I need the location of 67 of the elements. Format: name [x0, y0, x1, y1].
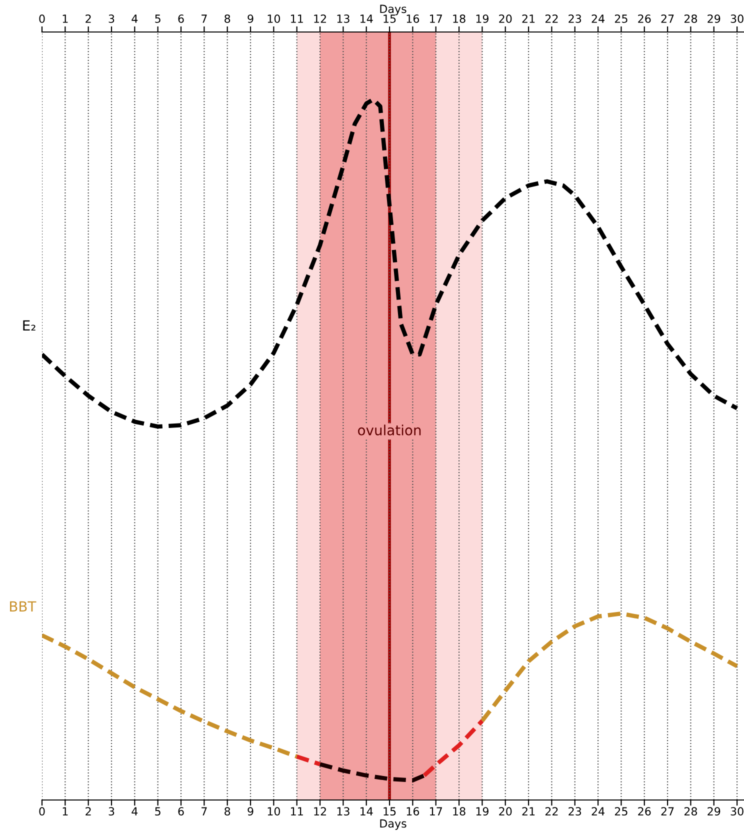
x-tick-label: 11	[291, 807, 303, 816]
x-tick-label: 17	[430, 807, 442, 816]
x2-tick-label: 9	[248, 14, 254, 23]
x2-tick-label: 21	[522, 14, 535, 23]
x2-tick-label: 1	[62, 14, 68, 23]
x-tick-label: 8	[224, 807, 230, 816]
x2-tick-label: 17	[430, 14, 442, 23]
x2-tick-label: 27	[661, 14, 674, 23]
x-axis-title: Days	[380, 819, 406, 830]
x2-axis-title: Days	[380, 4, 406, 16]
x2-tick-label: 28	[684, 14, 698, 23]
x2-tick-label: 3	[108, 14, 114, 23]
x2-tick-label: 19	[476, 14, 488, 23]
x2-tick-label: 6	[178, 14, 184, 23]
x2-tick-label: 12	[314, 14, 326, 23]
x2-tick-label: 2	[86, 14, 91, 23]
x-tick-label: 13	[337, 807, 350, 816]
x2-tick-label: 15	[384, 14, 396, 23]
x-tick-label: 23	[568, 807, 582, 816]
x2-tick-label: 11	[291, 14, 303, 23]
x2-tick-label: 7	[202, 14, 207, 23]
x-tick-label: 1	[62, 807, 68, 816]
series-label: E₂	[23, 320, 36, 331]
x-tick-label: 22	[545, 807, 558, 816]
series-label: BBT	[10, 601, 36, 612]
x-tick-label: 16	[406, 807, 420, 816]
x-tick-label: 20	[499, 807, 512, 816]
x-tick-label: 5	[155, 807, 160, 816]
x-tick-label: 6	[178, 807, 184, 816]
x2-tick-label: 14	[360, 14, 373, 23]
x2-tick-label: 20	[499, 14, 512, 23]
x-tick-label: 10	[268, 807, 280, 816]
x2-tick-label: 4	[132, 14, 138, 23]
x2-tick-label: 10	[268, 14, 280, 23]
x-tick-label: 26	[638, 807, 651, 816]
x-tick-label: 3	[108, 807, 114, 816]
ref-line-label: ovulation	[358, 424, 421, 436]
x-tick-label: 27	[661, 807, 674, 816]
x-tick-label: 14	[360, 807, 373, 816]
x2-tick-label: 16	[406, 14, 420, 23]
x-tick-label: 0	[39, 807, 45, 816]
x2-tick-label: 24	[592, 14, 604, 23]
x-tick-label: 7	[202, 807, 207, 816]
x2-tick-label: 25	[614, 14, 628, 23]
x2-tick-label: 13	[337, 14, 350, 23]
x2-tick-label: 22	[545, 14, 558, 23]
x2-tick-label: 8	[224, 14, 230, 23]
x-tick-label: 9	[248, 807, 254, 816]
x2-tick-label: 30	[730, 14, 744, 23]
x-tick-label: 29	[708, 807, 720, 816]
x2-tick-label: 23	[568, 14, 582, 23]
x2-tick-label: 0	[39, 14, 45, 23]
x-tick-label: 24	[592, 807, 604, 816]
x2-tick-label: 5	[155, 14, 160, 23]
x-tick-label: 12	[314, 807, 326, 816]
x2-tick-label: 26	[638, 14, 651, 23]
x-tick-label: 4	[132, 807, 138, 816]
x-tick-label: 2	[86, 807, 91, 816]
x-tick-label: 15	[384, 807, 396, 816]
x-tick-label: 18	[453, 807, 466, 816]
x2-tick-label: 29	[708, 14, 720, 23]
x-tick-label: 30	[730, 807, 744, 816]
x-tick-label: 21	[522, 807, 535, 816]
x-tick-label: 19	[476, 807, 488, 816]
x2-tick-label: 18	[453, 14, 466, 23]
x-tick-label: 25	[614, 807, 628, 816]
x-tick-label: 28	[684, 807, 698, 816]
